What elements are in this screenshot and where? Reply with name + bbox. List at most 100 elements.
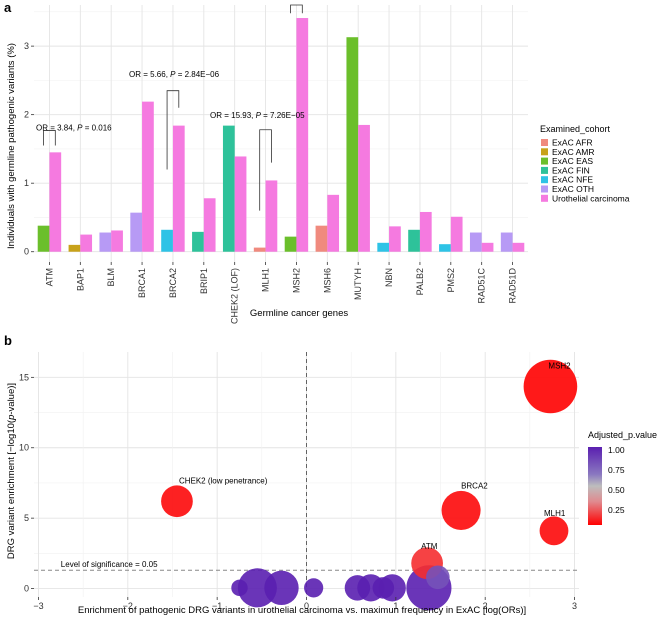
colorbar-label: 0.25 xyxy=(608,505,625,515)
colorbar-label: 0.75 xyxy=(608,465,625,475)
bar-palb2-urothelial-carcinoma xyxy=(419,211,432,252)
bar-rad51c-urothelial-carcinoma xyxy=(481,242,494,252)
annotation-p-symbol: P xyxy=(256,111,262,120)
panel-b-xtick-label: 3 xyxy=(572,601,577,611)
xtick-pms2: PMS2 xyxy=(446,268,456,293)
bar-pms2-exac-nfe xyxy=(439,244,451,252)
bar-brip1-urothelial-carcinoma xyxy=(203,198,216,252)
legend-swatch-exac-eas xyxy=(541,157,548,165)
xtick-mlh1: MLH1 xyxy=(261,268,271,292)
annotation-p-symbol: P xyxy=(170,70,176,79)
legend-label-exac-oth: ExAC OTH xyxy=(552,184,594,194)
legend-swatch-exac-nfe xyxy=(541,176,548,184)
bar-atm-exac-eas xyxy=(37,225,50,252)
panel-a-plot-background xyxy=(34,5,528,262)
panel-a-ytick-label: 0 xyxy=(24,247,29,257)
panel-b-xtick-label: 0 xyxy=(304,601,309,611)
panel-a-ytick-label: 3 xyxy=(24,41,29,51)
bar-mutyh-exac-eas xyxy=(346,37,359,252)
panel-b-ytick-label: 10 xyxy=(19,443,29,453)
annotation-suffix: = 2.84E−06 xyxy=(175,70,219,79)
panel-a-brackets xyxy=(43,4,303,211)
bar-blm-exac-oth xyxy=(99,232,112,252)
legend-swatch-urothelial-carcinoma xyxy=(541,194,548,202)
bar-pms2-urothelial-carcinoma xyxy=(450,216,463,252)
annotation-atm: OR = 3.84, P = 0.016 xyxy=(36,123,112,132)
annotation-p-symbol: P xyxy=(77,123,83,132)
panel-b-legend: Adjusted_p.value 1.00 0.75 0.50 0.25 xyxy=(588,430,657,525)
bracket-atm xyxy=(43,130,56,146)
bar-atm-urothelial-carcinoma xyxy=(49,152,62,252)
significance-label: Level of significance = 0.05 xyxy=(61,560,158,569)
panel-a-x-axis-title: Germline cancer genes xyxy=(250,308,348,319)
bar-msh2-urothelial-carcinoma xyxy=(296,18,309,252)
panel-b-x-axis-title: Enrichment of pathogenic DRG variants in… xyxy=(78,605,526,616)
xtick-brca1: BRCA1 xyxy=(137,268,147,298)
panel-a-x-ticks: ATM BAP1 BLM BRCA1 BRCA2 BRIP1 CHEK2 (LOF) MLH1… xyxy=(44,262,518,324)
bar-mlh1-exac-afr xyxy=(253,247,266,252)
point-msh2 xyxy=(523,359,578,414)
bar-brca2-exac-nfe xyxy=(161,229,173,252)
bar-brca1-urothelial-carcinoma xyxy=(142,101,154,252)
panel-a-ytick-label: 1 xyxy=(24,178,29,188)
bar-chek2-lof-urothelial-carcinoma xyxy=(234,156,247,252)
panel-b-xtick-label: 2 xyxy=(483,601,488,611)
annotation-brca2: OR = 5.66, P = 2.84E−06 xyxy=(129,70,220,79)
bar-mutyh-urothelial-carcinoma xyxy=(358,124,370,252)
point-unlabeled-11 xyxy=(426,565,450,590)
panel-b-letter: b xyxy=(4,333,12,348)
xtick-msh2: MSH2 xyxy=(291,268,301,293)
panel-a-bars xyxy=(37,18,525,252)
bar-nbn-urothelial-carcinoma xyxy=(389,226,401,252)
legend-label-exac-afr: ExAC AFR xyxy=(552,138,593,148)
bar-brca2-urothelial-carcinoma xyxy=(172,125,185,252)
panel-b-y-ticks: 0 5 10 15 xyxy=(19,372,34,594)
panel-b-xtick-label: −2 xyxy=(123,601,133,611)
xtick-atm: ATM xyxy=(44,268,54,286)
bar-msh2-exac-eas xyxy=(284,236,297,252)
bar-bap1-exac-amr xyxy=(68,244,81,252)
colorbar-label: 1.00 xyxy=(608,445,625,455)
legend-label-exac-amr: ExAC AMR xyxy=(552,147,595,157)
legend-swatch-exac-amr xyxy=(541,148,548,156)
xtick-palb2: PALB2 xyxy=(415,268,425,295)
legend-label-exac-fin: ExAC FIN xyxy=(552,165,590,175)
panel-b-xtick-label: −3 xyxy=(33,601,43,611)
bar-rad51d-exac-oth xyxy=(500,232,513,252)
panel-b-reference-lines: Level of significance = 0.05 xyxy=(34,352,579,597)
xtick-brip1: BRIP1 xyxy=(199,268,209,294)
bracket-mlh1 xyxy=(259,129,272,211)
legend-swatch-exac-oth xyxy=(541,185,548,193)
bracket-brca2 xyxy=(166,90,180,170)
annotation-suffix: = 0.016 xyxy=(82,123,112,132)
bar-brca1-exac-oth xyxy=(130,212,143,252)
bar-rad51c-exac-oth xyxy=(469,232,482,252)
panel-b-xtick-label: 1 xyxy=(393,601,398,611)
annotation-suffix: = 7.26E−05 xyxy=(261,111,305,120)
panel-a-legend-title: Examined_cohort xyxy=(540,124,611,134)
panel-b-x-ticks: −3 −2 −1 0 1 2 3 xyxy=(33,597,577,611)
point-unlabeled-13 xyxy=(304,578,324,598)
point-label-mlh1: MLH1 xyxy=(544,509,566,518)
panel-a-gridlines xyxy=(34,5,528,262)
point-unlabeled-14 xyxy=(231,579,248,597)
bar-blm-urothelial-carcinoma xyxy=(111,230,123,252)
xtick-chek2-lof: CHEK2 (LOF) xyxy=(230,268,240,324)
xtick-blm: BLM xyxy=(106,268,116,287)
point-label-brca2: BRCA2 xyxy=(461,481,488,490)
panel-a-y-ticks: 0 1 2 3 xyxy=(24,41,34,257)
panel-b-y-title-suffix: -value)] xyxy=(6,383,17,415)
point-unlabeled-3 xyxy=(237,568,277,608)
panel-b-legend-title: Adjusted_p.value xyxy=(588,430,657,440)
bar-bap1-urothelial-carcinoma xyxy=(80,234,93,252)
bracket-msh2 xyxy=(290,4,303,14)
panel-b-y-title-prefix: DRG variant enrichment [−log10( xyxy=(6,419,17,559)
xtick-rad51c: RAD51C xyxy=(477,268,487,304)
panel-b-xtick-label: −1 xyxy=(212,601,222,611)
bar-msh6-urothelial-carcinoma xyxy=(327,194,340,252)
panel-b-legend-colorbar xyxy=(588,447,602,525)
panel-a-annotations: OR = 3.84, P = 0.016 OR = 5.66, P = 2.84E… xyxy=(36,70,305,132)
xtick-nbn: NBN xyxy=(384,268,394,287)
legend-label-exac-nfe: ExAC NFE xyxy=(552,175,593,185)
panel-b-point-labels: MSH2 BRCA2 MLH1 CHEK2 (low penetrance) ATM xyxy=(179,361,571,551)
